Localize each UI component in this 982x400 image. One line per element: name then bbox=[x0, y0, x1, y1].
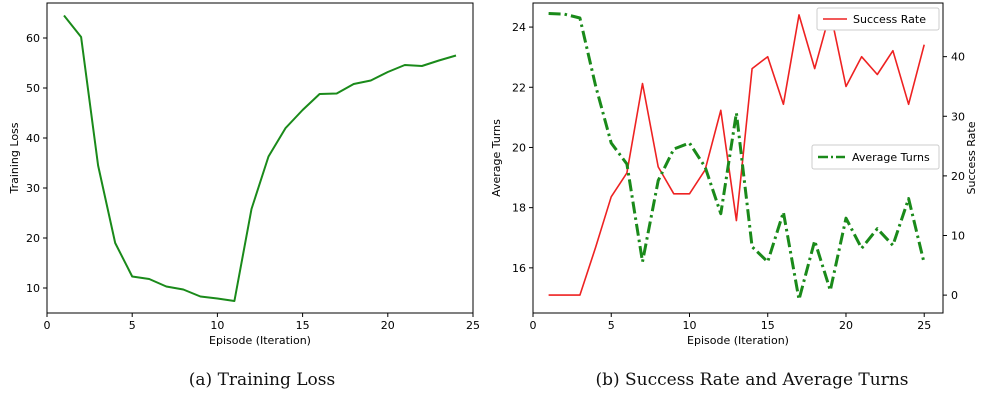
y-tick-label: 20 bbox=[512, 141, 526, 154]
legend-success-rate: Success Rate bbox=[816, 7, 940, 31]
x-axis-label: Episode (Iteration) bbox=[209, 334, 311, 347]
y-axis-label: Training Loss bbox=[8, 122, 21, 194]
legend-label-success-rate: Success Rate bbox=[853, 13, 926, 26]
y2-axis-label: Success Rate bbox=[965, 121, 978, 194]
x-tick-label: 20 bbox=[839, 319, 853, 332]
chart-success-rate-average-turns: 0 5 10 15 20 25 16 18 20 22 24 0 10 20 30 40 Episode (I… bbox=[490, 2, 978, 390]
series-line-training-loss bbox=[63, 14, 457, 302]
x-tick-label: 15 bbox=[296, 319, 310, 332]
tick-group: 0 5 10 15 20 25 16 18 20 22 24 0 10 20 30 40 bbox=[512, 21, 965, 332]
y-tick-label: 30 bbox=[26, 182, 40, 195]
series-line-average-turns bbox=[548, 12, 926, 301]
caption: (a) Training Loss bbox=[189, 370, 335, 390]
series-group bbox=[63, 14, 457, 302]
y-tick-label: 18 bbox=[512, 202, 526, 215]
y2-tick-label: 20 bbox=[951, 170, 965, 183]
plot-frame bbox=[532, 2, 944, 314]
y-tick-label: 20 bbox=[26, 232, 40, 245]
series-line-success-rate bbox=[548, 11, 925, 296]
x-tick-label: 0 bbox=[530, 319, 537, 332]
legend-box bbox=[811, 144, 940, 170]
y-tick-label: 40 bbox=[26, 132, 40, 145]
x-tick-label: 5 bbox=[129, 319, 136, 332]
chart-training-loss: 0 5 10 15 20 25 10 20 30 40 50 60 Episode (Iteratio… bbox=[8, 2, 480, 390]
x-tick-label: 10 bbox=[210, 319, 224, 332]
y-tick-label: 24 bbox=[512, 21, 526, 34]
x-tick-label: 10 bbox=[682, 319, 696, 332]
x-tick-label: 15 bbox=[761, 319, 775, 332]
x-tick-label: 25 bbox=[466, 319, 480, 332]
x-tick-label: 25 bbox=[917, 319, 931, 332]
legend-label-average-turns: Average Turns bbox=[852, 151, 930, 164]
x-axis-label: Episode (Iteration) bbox=[687, 334, 789, 347]
legend-average-turns: Average Turns bbox=[811, 144, 940, 170]
legend-box bbox=[816, 7, 940, 31]
y-axis-label: Average Turns bbox=[490, 119, 503, 197]
caption: (b) Success Rate and Average Turns bbox=[595, 370, 908, 390]
series-group bbox=[548, 11, 926, 301]
y-tick-label: 16 bbox=[512, 262, 526, 275]
y2-tick-label: 30 bbox=[951, 110, 965, 123]
x-tick-label: 0 bbox=[44, 319, 51, 332]
tick-group: 0 5 10 15 20 25 10 20 30 40 50 60 bbox=[26, 32, 480, 332]
y2-tick-label: 40 bbox=[951, 51, 965, 64]
y-tick-label: 22 bbox=[512, 81, 526, 94]
y2-tick-label: 10 bbox=[951, 230, 965, 243]
x-tick-label: 5 bbox=[608, 319, 615, 332]
y2-tick-label: 0 bbox=[951, 289, 958, 302]
y-tick-label: 10 bbox=[26, 282, 40, 295]
y-tick-label: 50 bbox=[26, 82, 40, 95]
plot-frame bbox=[46, 2, 474, 314]
x-tick-label: 20 bbox=[381, 319, 395, 332]
y-tick-label: 60 bbox=[26, 32, 40, 45]
